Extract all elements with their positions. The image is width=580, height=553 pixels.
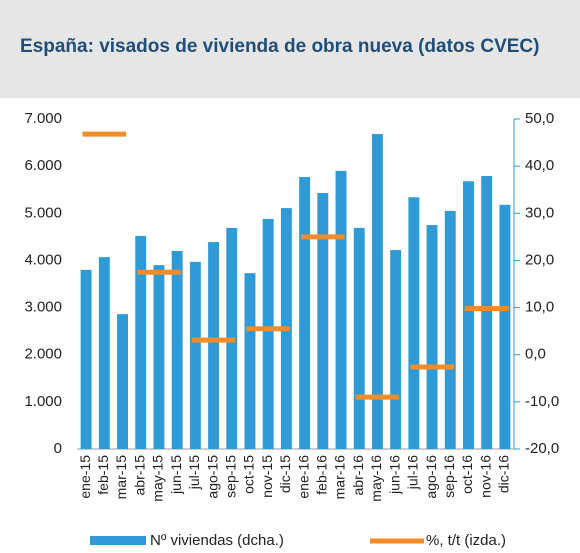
x-tick-label: oct-16: [459, 455, 475, 494]
x-tick-label: nov-16: [477, 455, 493, 498]
x-tick-label: jul-15: [186, 455, 202, 490]
y2-tick-label: -20,0: [525, 440, 559, 457]
x-tick-label: jul-16: [405, 455, 421, 490]
bar: [463, 181, 474, 449]
x-tick-label: oct-15: [241, 455, 257, 494]
y-tick-label: 6.000: [24, 157, 62, 174]
bar: [135, 235, 147, 449]
y2-tick-label: 0,0: [525, 346, 546, 363]
bar: [444, 210, 456, 449]
bar: [371, 134, 383, 450]
x-tick-label: feb-16: [314, 455, 330, 495]
bar: [317, 193, 329, 449]
bar: [408, 197, 420, 449]
y-tick-label: 3.000: [24, 299, 62, 316]
bar: [335, 170, 347, 449]
x-tick-label: ago-16: [423, 455, 439, 499]
bar: [244, 273, 256, 449]
x-tick-label: mar-15: [113, 455, 129, 500]
x-tick-label: mar-16: [332, 455, 348, 500]
bar: [499, 204, 511, 449]
legend-label: %, t/t (izda.): [426, 532, 506, 549]
y2-tick-label: 40,0: [525, 157, 554, 174]
x-tick-label: nov-15: [259, 455, 275, 498]
x-tick-label: ene-16: [295, 455, 311, 499]
bar: [426, 225, 438, 449]
x-tick-label: ago-15: [204, 455, 220, 499]
x-tick-label: sep-15: [222, 455, 238, 498]
x-tick-label: ene-15: [77, 455, 93, 499]
y-tick-label: 1.000: [24, 393, 62, 410]
x-tick-label: jun-15: [168, 455, 184, 495]
y-tick-label: 2.000: [24, 346, 62, 363]
x-tick-label: abr-16: [350, 455, 366, 496]
bar: [98, 257, 110, 449]
y-tick-label: 5.000: [24, 204, 62, 221]
x-tick-label: feb-15: [95, 455, 111, 495]
y-tick-label: 0: [54, 440, 62, 457]
legend-label: Nº viviendas (dcha.): [150, 532, 284, 549]
y2-tick-label: 50,0: [525, 110, 554, 127]
bar: [208, 242, 220, 449]
y2-tick-label: -10,0: [525, 393, 559, 410]
y-tick-label: 7.000: [24, 110, 62, 127]
y2-tick-label: 30,0: [525, 204, 554, 221]
header: [0, 0, 580, 98]
bar: [390, 250, 402, 449]
x-tick-label: jun-16: [386, 455, 402, 495]
bar: [481, 176, 493, 450]
chart-title: España: visados de vivienda de obra nuev…: [20, 36, 540, 57]
bar: [171, 251, 183, 449]
y2-tick-label: 20,0: [525, 251, 554, 268]
bar: [80, 269, 92, 449]
legend-swatch: [90, 536, 146, 545]
y-tick-label: 4.000: [24, 251, 62, 268]
x-tick-label: may-15: [150, 455, 166, 502]
y2-tick-label: 10,0: [525, 299, 554, 316]
bar: [153, 265, 165, 449]
x-tick-label: abr-15: [131, 455, 147, 496]
bar: [262, 218, 274, 449]
x-tick-label: sep-16: [441, 455, 457, 498]
x-tick-label: dic-15: [277, 455, 293, 493]
bar: [189, 261, 201, 449]
x-tick-label: dic-16: [496, 455, 512, 493]
bar: [299, 176, 311, 449]
bar: [353, 227, 365, 449]
x-tick-label: may-16: [368, 455, 384, 502]
bar: [117, 314, 128, 449]
